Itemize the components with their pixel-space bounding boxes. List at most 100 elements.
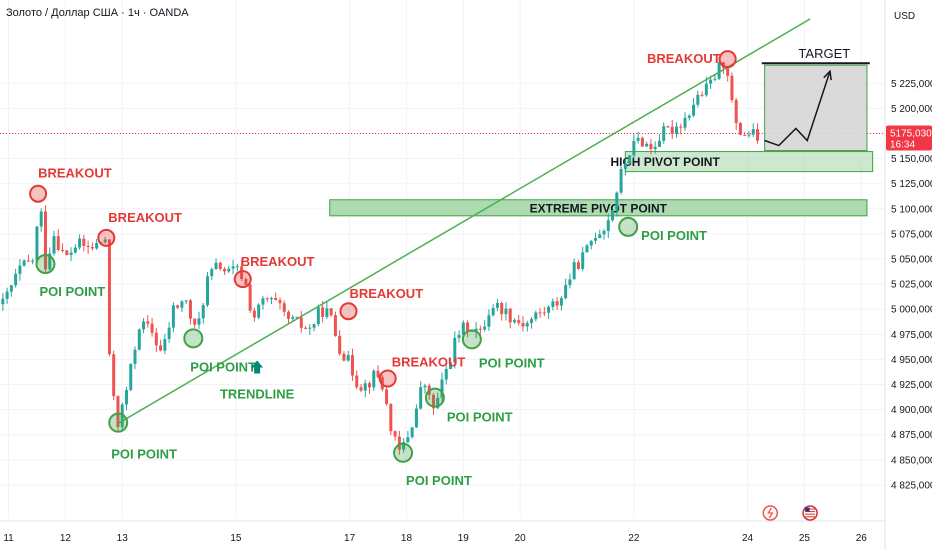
candle-body (585, 245, 589, 253)
candle (491, 303, 495, 317)
candle (389, 403, 393, 436)
candle (512, 318, 516, 324)
candle (640, 136, 644, 147)
y-tick-label: 4 900,000 (891, 405, 932, 416)
candle-body (14, 273, 18, 286)
candle-body (150, 323, 154, 333)
candle (440, 372, 444, 402)
candle (692, 98, 696, 118)
candle (218, 261, 222, 272)
poi-label: POI POINT (479, 355, 545, 370)
candle (146, 315, 150, 328)
lines: TARGET (119, 18, 870, 424)
candle-body (235, 266, 239, 268)
breakout-label: BREAKOUT (108, 210, 182, 225)
candle-body (670, 126, 674, 134)
candle-body (751, 129, 755, 135)
candle-body (410, 427, 414, 438)
breakout-marker (233, 270, 252, 289)
candle-body (210, 269, 214, 277)
candle-body (568, 279, 572, 286)
y-tick-label: 5 025,000 (891, 280, 932, 291)
breakout-label: BREAKOUT (647, 51, 721, 66)
candle (756, 123, 760, 144)
candle-body (291, 317, 295, 319)
current-price-badge[interactable] (886, 125, 932, 151)
projection-arrowhead (823, 69, 832, 81)
candle-body (120, 404, 124, 428)
candle-body (474, 328, 478, 332)
candle-body (240, 266, 244, 280)
candle-body (542, 312, 546, 314)
zone-label: EXTREME PIVOT POINT (530, 201, 668, 215)
candle-body (730, 75, 734, 101)
candle (338, 330, 342, 356)
candle-body (278, 300, 282, 304)
candle (31, 258, 35, 265)
candle-body (146, 321, 150, 324)
candle (231, 259, 235, 275)
candle-body (555, 301, 559, 306)
candle (734, 97, 738, 130)
candle-body (572, 262, 576, 280)
candle (359, 384, 363, 393)
candle (269, 296, 273, 305)
candle-body (35, 226, 39, 261)
pivot-zone (329, 199, 868, 217)
candle (662, 122, 666, 144)
candle-body (176, 305, 180, 308)
poi-label: POI POINT (406, 473, 472, 488)
candle-body (487, 315, 491, 327)
candle (235, 264, 239, 272)
candle-body (696, 94, 700, 105)
candle-body (461, 322, 465, 335)
candle-body (112, 354, 116, 397)
candle (551, 298, 555, 311)
candle (154, 328, 158, 352)
candle-body (103, 239, 107, 243)
candle-body (649, 143, 653, 150)
candle (316, 304, 320, 327)
candle (22, 259, 26, 267)
candle (444, 365, 448, 385)
breakout-label: BREAKOUT (241, 254, 315, 269)
candle-body (414, 408, 418, 428)
candle (86, 240, 90, 254)
candle (666, 125, 670, 129)
candle (419, 381, 423, 410)
candle (649, 138, 653, 155)
breakout-marker (718, 50, 737, 69)
candle (61, 243, 65, 253)
candle-body (530, 319, 534, 324)
candle (39, 208, 43, 232)
candle (538, 308, 542, 318)
candle-body (508, 308, 512, 323)
candle-body (363, 383, 367, 391)
candle-body (124, 390, 128, 405)
candle (589, 240, 593, 250)
candle (43, 205, 47, 273)
candle-body (31, 260, 35, 262)
zones: HIGH PIVOT POINT EXTREME PIVOT POINT (329, 64, 874, 217)
candle-body (287, 311, 291, 319)
candle-body (738, 123, 742, 135)
candle (103, 236, 107, 244)
candle (1, 293, 5, 311)
poi-label: POI POINT (641, 228, 707, 243)
poi-marker (618, 216, 639, 237)
candle-body (589, 240, 593, 246)
candle-body (159, 345, 163, 351)
candle (572, 258, 576, 280)
candle-body (73, 247, 77, 253)
candle (171, 302, 175, 333)
breakout-marker (97, 228, 116, 247)
candle (743, 131, 747, 136)
candle-body (700, 94, 704, 96)
candle-body (86, 245, 90, 247)
candle-body (244, 279, 248, 285)
candle (52, 230, 56, 256)
candle-body (457, 334, 461, 338)
candle-body (756, 129, 760, 141)
